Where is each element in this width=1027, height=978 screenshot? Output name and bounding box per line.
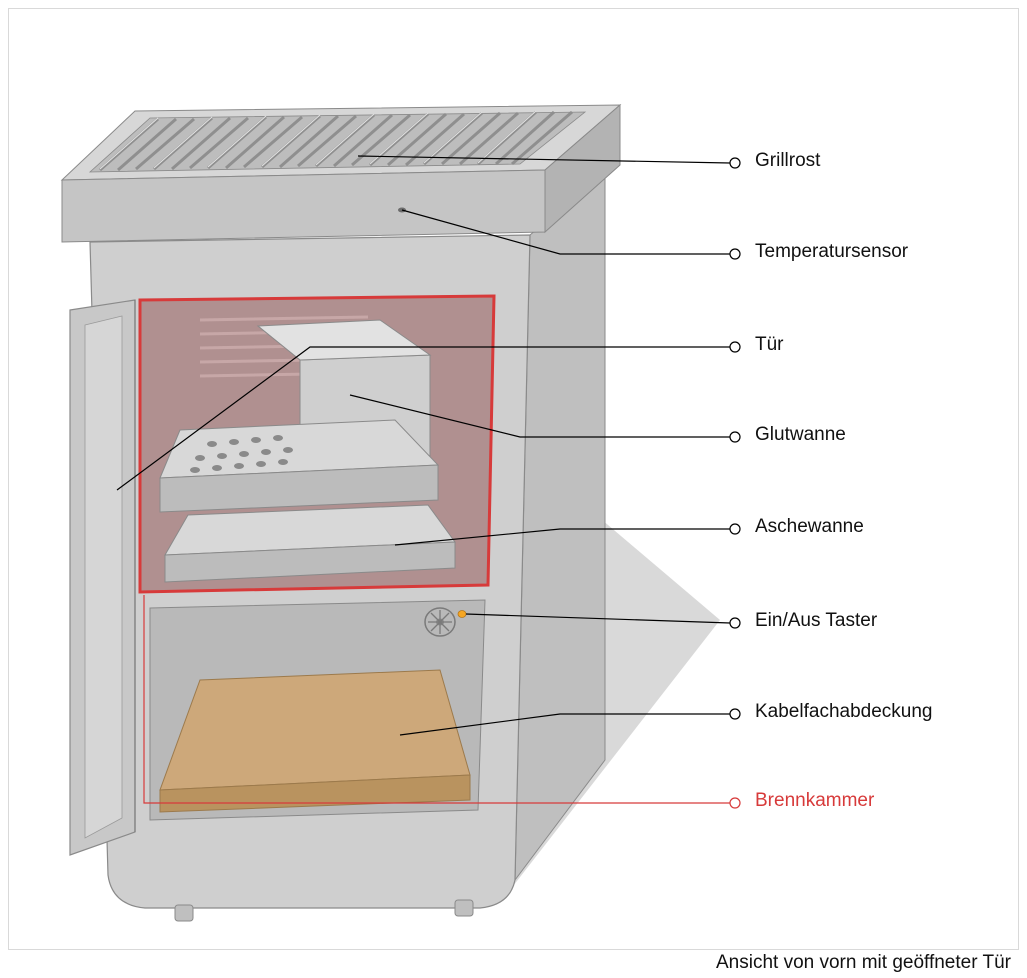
foot-left	[175, 905, 193, 921]
label-aschewanne: Aschewanne	[755, 516, 864, 538]
kabelfach-panel	[160, 670, 470, 790]
label-grillrost: Grillrost	[755, 150, 820, 172]
power-button-led	[458, 611, 466, 618]
door-inner	[85, 316, 122, 838]
diagram-caption: Ansicht von vorn mit geöffneter Tür	[716, 952, 1011, 974]
label-tempsensor: Temperatursensor	[755, 241, 908, 263]
diagram-svg	[0, 0, 1027, 978]
foot-right	[455, 900, 473, 916]
label-kabelfach: Kabelfachabdeckung	[755, 701, 932, 723]
label-einaus: Ein/Aus Taster	[755, 610, 877, 632]
top-plate-front-edge	[62, 170, 545, 242]
fan-icon	[425, 608, 455, 636]
label-tuer: Tür	[755, 334, 784, 356]
label-glutwanne: Glutwanne	[755, 424, 846, 446]
label-brennkammer: Brennkammer	[755, 790, 874, 812]
